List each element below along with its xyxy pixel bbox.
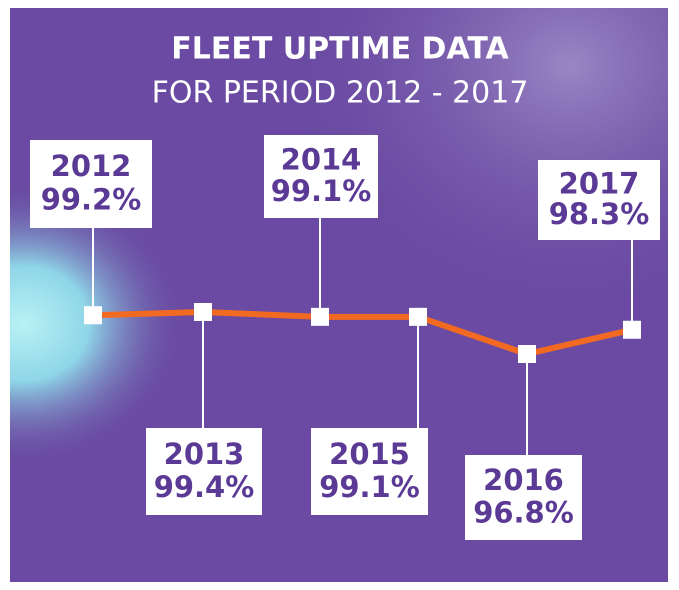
line: [92, 309, 633, 357]
year-label: 2017: [559, 167, 640, 201]
year-label: 2012: [51, 149, 132, 183]
year-label: 2013: [164, 437, 245, 471]
year-label: 2015: [329, 437, 410, 471]
label-box: [465, 455, 582, 540]
year-label: 2014: [281, 143, 362, 177]
label-box: [311, 428, 428, 515]
value-label: 98.3%: [549, 197, 650, 231]
chart-subtitle: FOR PERIOD 2012 - 2017: [152, 76, 529, 111]
value-label: 99.2%: [41, 183, 142, 217]
label-box: [264, 135, 378, 218]
label-box: [30, 140, 152, 228]
marker: [84, 306, 102, 325]
value-label: 96.8%: [473, 496, 574, 530]
marker: [623, 320, 641, 339]
marker: [518, 345, 536, 363]
label-box: [538, 160, 660, 240]
marker: [409, 307, 427, 326]
value-label: 99.1%: [319, 470, 420, 504]
value-label: 99.1%: [271, 174, 372, 208]
chart-title: FLEET UPTIME DATA: [171, 32, 509, 67]
label-box: [146, 428, 262, 515]
year-label: 2016: [483, 463, 564, 497]
marker: [194, 303, 212, 321]
value-label: 99.4%: [154, 470, 255, 504]
marker: [311, 307, 329, 326]
